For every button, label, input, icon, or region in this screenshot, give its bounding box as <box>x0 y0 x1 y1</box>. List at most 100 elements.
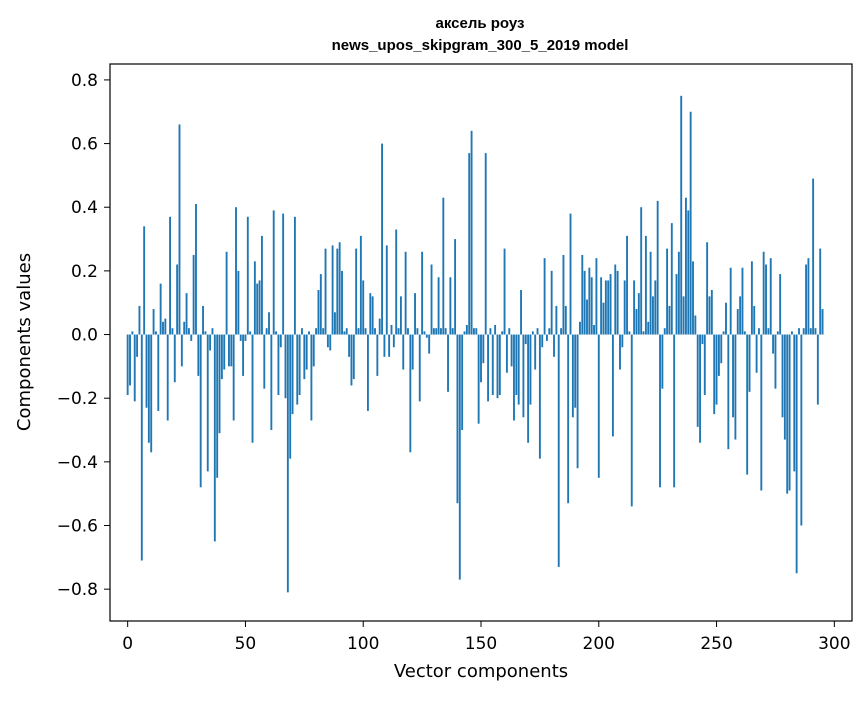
bar <box>802 328 805 335</box>
bar <box>616 270 619 335</box>
bar <box>621 334 624 348</box>
y-axis-ticks: −0.8 −0.6 −0.4 −0.2 0.0 0.2 0.4 0.6 0.8 <box>57 71 110 600</box>
bar <box>668 305 671 335</box>
bar <box>296 334 299 405</box>
bar <box>308 331 310 335</box>
bar <box>411 334 414 370</box>
bar <box>609 274 612 335</box>
bar <box>642 331 645 335</box>
bar <box>564 305 567 335</box>
bar <box>463 331 466 335</box>
bar <box>437 277 440 335</box>
bar <box>352 334 355 380</box>
bar <box>258 280 261 335</box>
bar <box>553 334 555 357</box>
bar <box>343 331 346 335</box>
x-axis-label: Vector components <box>394 661 568 682</box>
bar <box>136 334 139 357</box>
bar <box>644 235 647 335</box>
bar <box>593 324 595 335</box>
bar <box>447 334 449 392</box>
bar <box>458 334 461 580</box>
bar <box>183 321 186 335</box>
bar <box>581 254 584 335</box>
bar <box>456 334 459 504</box>
bar <box>286 334 289 593</box>
bar <box>583 270 586 335</box>
bar <box>670 223 673 335</box>
bar <box>555 305 558 335</box>
bar <box>315 328 318 335</box>
bar <box>399 296 402 335</box>
bar <box>576 334 579 469</box>
bar <box>713 334 716 415</box>
bar <box>543 258 546 335</box>
bar <box>414 293 416 335</box>
bar <box>293 216 296 335</box>
bar <box>312 334 315 367</box>
y-tick-label: 0.8 <box>71 71 98 91</box>
bar <box>402 334 405 370</box>
bar <box>517 334 520 405</box>
bar <box>272 210 275 335</box>
bar <box>185 293 188 335</box>
bar <box>649 251 652 335</box>
bar <box>734 334 737 440</box>
bar <box>209 334 212 351</box>
bar <box>578 321 581 335</box>
bar <box>362 280 365 335</box>
bar <box>223 334 226 370</box>
bar <box>755 334 758 373</box>
bar <box>727 334 730 450</box>
bar <box>169 216 171 335</box>
bar <box>140 334 143 561</box>
bar <box>199 334 202 488</box>
bar <box>404 251 407 335</box>
bar <box>772 334 775 354</box>
bar <box>265 328 268 335</box>
bar <box>496 334 499 399</box>
x-tick-label: 150 <box>465 634 497 654</box>
bar <box>277 334 280 396</box>
bar <box>166 334 169 421</box>
bar <box>432 328 435 335</box>
bar <box>689 111 692 335</box>
bar <box>232 334 235 421</box>
bar <box>529 334 532 405</box>
bar <box>133 334 136 402</box>
y-tick-label: 0.2 <box>71 262 98 282</box>
bar <box>468 153 471 335</box>
bar <box>779 274 782 335</box>
bar <box>374 328 376 335</box>
bar <box>750 261 753 335</box>
bar <box>246 216 249 335</box>
y-tick-label: −0.6 <box>57 517 98 537</box>
bar <box>366 334 369 411</box>
bar <box>159 283 162 335</box>
bar <box>600 277 603 335</box>
bar <box>760 334 763 491</box>
bar <box>279 334 282 348</box>
bar <box>699 334 701 443</box>
bar <box>546 334 548 341</box>
bar <box>253 261 256 335</box>
bar <box>666 248 669 335</box>
bar <box>538 334 541 459</box>
bar <box>597 334 600 478</box>
bar <box>178 124 181 335</box>
bar <box>324 248 327 335</box>
bar <box>461 334 464 431</box>
bar <box>442 197 445 335</box>
bar <box>187 328 190 335</box>
bar <box>765 264 767 335</box>
x-tick-label: 250 <box>700 634 732 654</box>
bar <box>275 331 277 335</box>
bar <box>484 153 487 335</box>
bar <box>562 254 565 335</box>
bar <box>425 334 428 338</box>
bar <box>732 334 734 418</box>
bar <box>369 293 372 335</box>
bar <box>654 280 657 335</box>
